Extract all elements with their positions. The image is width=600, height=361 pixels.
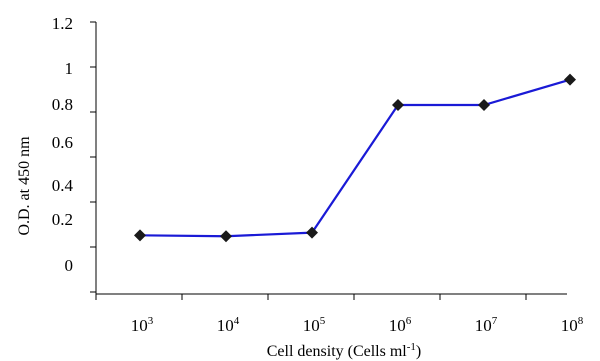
x-axis-title-main: Cell density (Cells ml [267,343,408,360]
y-tick-label: 0.6 [52,133,73,152]
y-axis: 0 0.2 0.4 0.6 0.8 1 1.2 [52,14,97,294]
x-tick-label: 108 [561,315,584,335]
x-tick-label: 103 [131,315,154,335]
y-tick-label: 1.2 [52,14,73,33]
data-point-marker [478,99,490,112]
x-tick-label: 104 [217,315,240,335]
x-axis: 103 104 105 106 107 108 [95,293,584,335]
x-tick-label: 105 [303,315,326,335]
x-tick-label: 106 [389,315,412,335]
series [134,73,576,243]
data-point-marker [392,99,404,112]
y-tick-label: 0.2 [52,210,73,229]
y-axis-title: O.D. at 450 nm [16,136,33,236]
y-tick-label: 1 [65,59,74,78]
data-point-marker [564,73,576,86]
data-point-marker [134,229,146,242]
y-tick-label: 0.4 [52,176,74,195]
y-tick-label: 0.8 [52,95,73,114]
x-axis-title: Cell density (Cells ml-1) [267,341,422,360]
data-point-marker [306,226,318,239]
series-line [139,78,571,238]
y-tick-label: 0 [65,256,74,275]
x-axis-title-end: ) [416,343,421,360]
x-axis-title-sup: -1 [407,341,416,353]
data-point-marker [220,230,232,243]
x-tick-label: 107 [475,315,498,335]
